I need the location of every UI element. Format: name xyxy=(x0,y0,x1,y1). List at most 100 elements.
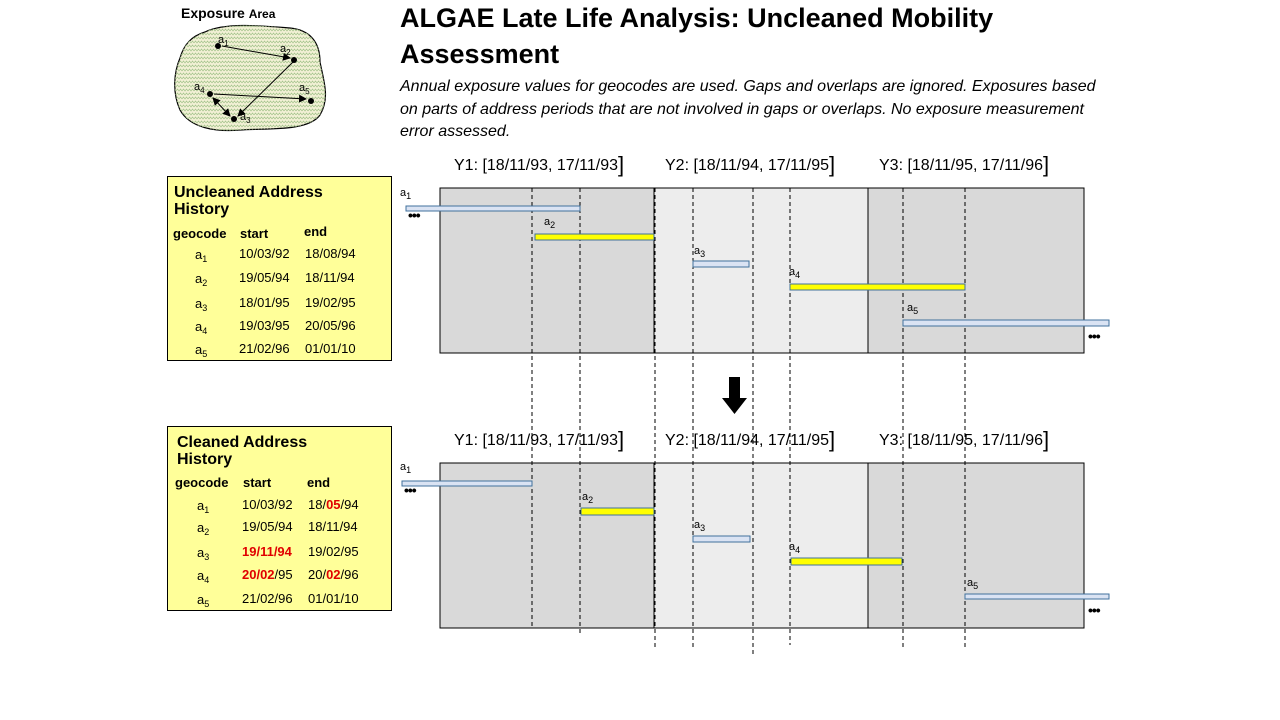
year1-label-bottom-text: Y1: [18/11/93, 17/11/93 xyxy=(454,432,618,449)
bottom-label-a5-name: a xyxy=(967,577,974,589)
top-bar-a5 xyxy=(902,319,1110,327)
uncleaned-geocode-name: a xyxy=(195,247,203,262)
cleaned-geocode-name: a xyxy=(197,545,205,560)
point-a1 xyxy=(215,43,221,49)
cleaned-geocode-a5: a5 xyxy=(197,592,209,609)
uncleaned-geocode-a1: a1 xyxy=(195,247,207,264)
point-a3 xyxy=(231,116,237,122)
point-a4 xyxy=(207,91,213,97)
top-label-a5-sub: 5 xyxy=(913,306,919,316)
bottom-label-a4-sub: 4 xyxy=(795,545,801,555)
bottom-label-a1: a1 xyxy=(400,461,411,475)
cleaned-geocode-a3: a3 xyxy=(197,545,209,562)
uncleaned-end-a2: 18/11/94 xyxy=(305,270,355,285)
map-label-a3: a3 xyxy=(240,111,251,125)
top-label-a3: a3 xyxy=(694,245,705,259)
uncleaned-start-a2: 19/05/94 xyxy=(239,270,290,285)
top-label-a2-name: a xyxy=(544,216,551,228)
uncleaned-title-line2: History xyxy=(174,201,230,218)
top-year1-band xyxy=(440,188,654,353)
uncleaned-geocode-a2: a2 xyxy=(195,271,207,288)
bottom-label-a1-sub: 1 xyxy=(406,465,412,475)
cleaned-end-part: 02 xyxy=(326,567,341,582)
uncleaned-geocode-a3: a3 xyxy=(195,296,207,313)
top-timeline-frame xyxy=(439,187,1085,354)
cleaned-end-header: end xyxy=(307,475,331,490)
top-label-a5: a5 xyxy=(907,302,918,316)
move-arrow-a4-a5 xyxy=(213,93,307,103)
cleaned-end-part: /96 xyxy=(340,567,359,582)
cleaned-start-part: 21/02/96 xyxy=(242,591,293,606)
cleaned-geocode-name: a xyxy=(197,592,205,607)
map-label-a4: a4 xyxy=(194,81,205,95)
point-a5 xyxy=(308,98,314,104)
year3-label-top: Y3: [18/11/95, 17/11/96] xyxy=(879,152,1049,178)
bottom-year1-band xyxy=(440,463,654,628)
uncleaned-end-a3: 19/02/95 xyxy=(305,295,356,310)
cleaned-end-part: 01/01/10 xyxy=(308,591,359,606)
year1-label-top-text: Y1: [18/11/93, 17/11/93 xyxy=(454,157,618,174)
cleaned-end-part: /94 xyxy=(340,497,359,512)
top-label-a5-name: a xyxy=(907,302,914,314)
year1-label-top-bracket: ] xyxy=(617,152,625,177)
exposure-area-title: Exposure Area xyxy=(181,5,275,21)
uncleaned-geocode-a5: a5 xyxy=(195,342,207,359)
cleaned-start-a1: 10/03/92 xyxy=(242,497,293,512)
move-arrow-a2-a3 xyxy=(237,60,295,117)
date-reference-lines xyxy=(531,188,966,655)
top-label-a4-name: a xyxy=(789,266,796,278)
cleaned-end-a2: 18/11/94 xyxy=(308,519,358,534)
bottom-label-a5-sub: 5 xyxy=(973,581,979,591)
top-ellipsis-start: ••• xyxy=(408,207,421,223)
top-label-a1-sub: 1 xyxy=(406,191,412,201)
top-bar-a4 xyxy=(789,283,966,291)
bottom-year3-band xyxy=(868,463,1084,628)
cleaned-start-header: start xyxy=(243,475,272,490)
top-label-a2: a2 xyxy=(544,216,555,230)
exposure-title-word: Exposure xyxy=(181,5,245,21)
point-a2 xyxy=(291,57,297,63)
cleaned-end-part: 18/ xyxy=(308,497,327,512)
cleaned-geocode-name: a xyxy=(197,520,205,535)
year2-label-bottom: Y2: [18/11/94, 17/11/95] xyxy=(665,427,835,453)
year1-label-bottom: Y1: [18/11/93, 17/11/93] xyxy=(454,427,624,453)
cleaned-end-part: 18/11/94 xyxy=(308,519,358,534)
cleaned-end-part: 19/02/95 xyxy=(308,544,359,559)
cleaned-end-a5: 01/01/10 xyxy=(308,591,359,606)
top-label-a3-sub: 3 xyxy=(700,249,706,259)
cleaned-title-line2: History xyxy=(177,451,233,468)
top-bar-a2 xyxy=(534,233,655,241)
uncleaned-history-title: Uncleaned Address History xyxy=(174,184,323,218)
uncleaned-start-a3: 18/01/95 xyxy=(239,295,290,310)
map-label-a1: a1 xyxy=(218,34,229,48)
cleaned-geocode-sub: 4 xyxy=(204,575,210,585)
move-arrow-a3-a4 xyxy=(212,97,231,117)
cleaned-geocode-header: geocode xyxy=(175,475,229,490)
year2-label-bottom-text: Y2: [18/11/94, 17/11/95 xyxy=(665,432,829,449)
cleaned-history-panel: Cleaned Address History geocode start en… xyxy=(167,426,392,611)
cleaned-start-a4: 20/02/95 xyxy=(242,567,293,582)
cleaned-geocode-name: a xyxy=(197,498,205,513)
year3-label-bottom: Y3: [18/11/95, 17/11/96] xyxy=(879,427,1049,453)
map-label-a5: a5 xyxy=(299,82,310,96)
uncleaned-geocode-header: geocode xyxy=(173,226,227,241)
cleaned-title-line1: Cleaned Address xyxy=(177,434,308,451)
cleaned-end-a4: 20/02/96 xyxy=(308,567,359,582)
year2-label-bottom-bracket: ] xyxy=(828,427,836,452)
year3-label-bottom-bracket: ] xyxy=(1042,427,1050,452)
bottom-label-a3-name: a xyxy=(694,519,701,531)
bottom-label-a2: a2 xyxy=(582,491,593,505)
uncleaned-start-header: start xyxy=(240,226,269,241)
bottom-label-a4-name: a xyxy=(789,541,796,553)
cleaned-end-a1: 18/05/94 xyxy=(308,497,359,512)
year2-label-top-text: Y2: [18/11/94, 17/11/95 xyxy=(665,157,829,174)
uncleaned-start-a1: 10/03/92 xyxy=(239,246,290,261)
cleaned-geocode-sub: 2 xyxy=(204,527,210,537)
page-subtitle: Annual exposure values for geocodes are … xyxy=(400,78,1096,140)
bottom-bar-a4 xyxy=(790,557,903,566)
uncleaned-geocode-a4: a4 xyxy=(195,319,207,336)
cleaned-start-part: /95 xyxy=(274,567,293,582)
cleaned-start-part: 10/03/92 xyxy=(242,497,293,512)
cleaned-geocode-a2: a2 xyxy=(197,520,209,537)
